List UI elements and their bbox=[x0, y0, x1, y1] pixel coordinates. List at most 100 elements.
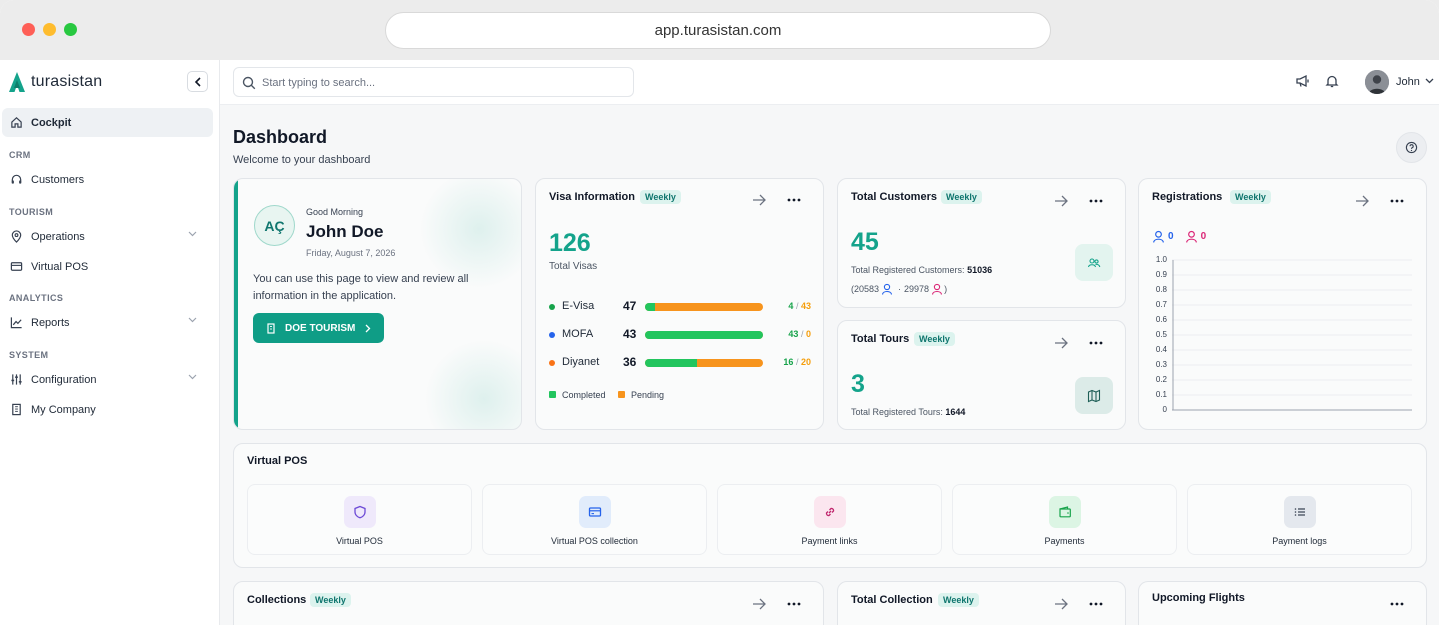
welcome-user-name: John Doe bbox=[306, 222, 384, 241]
sidebar-item-label: Reports bbox=[31, 316, 70, 329]
registered-tours: Total Registered Tours: 1644 bbox=[851, 407, 965, 417]
arrow-right-icon[interactable] bbox=[752, 598, 767, 610]
section-label-tourism: TOURISM bbox=[9, 207, 54, 217]
sidebar-item-reports[interactable]: Reports bbox=[2, 308, 213, 337]
card-icon bbox=[588, 507, 602, 517]
more-horizontal-icon[interactable] bbox=[1390, 602, 1404, 606]
arrow-right-icon[interactable] bbox=[752, 194, 767, 206]
main-content: Dashboard Welcome to your dashboard AÇ G… bbox=[220, 105, 1439, 625]
more-horizontal-icon[interactable] bbox=[1089, 341, 1103, 345]
more-horizontal-icon[interactable] bbox=[1390, 199, 1404, 203]
page-subtitle: Welcome to your dashboard bbox=[233, 154, 371, 166]
pending-count: 0 bbox=[805, 329, 811, 339]
sidebar-item-virtual-pos[interactable]: Virtual POS bbox=[2, 252, 213, 281]
building-icon bbox=[12, 403, 21, 416]
more-horizontal-icon[interactable] bbox=[1089, 199, 1103, 203]
megaphone-icon[interactable] bbox=[1295, 74, 1310, 88]
more-horizontal-icon[interactable] bbox=[787, 602, 801, 606]
total-customers-value: 45 bbox=[851, 228, 879, 256]
y-tick-label: 0.1 bbox=[1155, 390, 1167, 399]
arrow-right-icon[interactable] bbox=[1054, 195, 1069, 207]
turasistan-logo-icon bbox=[9, 72, 25, 92]
count-separator: / bbox=[795, 357, 799, 367]
sidebar-item-customers[interactable]: Customers bbox=[2, 165, 213, 194]
more-horizontal-icon[interactable] bbox=[787, 198, 801, 202]
visa-progress-bar bbox=[645, 331, 763, 339]
avatar[interactable] bbox=[1365, 70, 1389, 94]
tile-virtual-pos[interactable]: Virtual POS bbox=[247, 484, 472, 555]
chevron-right-icon bbox=[365, 324, 371, 332]
female-registrations-count: 0 bbox=[1200, 231, 1207, 242]
close-window-button[interactable] bbox=[22, 23, 35, 36]
male-customers-count: 20583 bbox=[854, 284, 880, 294]
more-horizontal-icon[interactable] bbox=[1089, 602, 1103, 606]
wallet-icon bbox=[1059, 506, 1071, 518]
pending-count: 43 bbox=[800, 301, 811, 311]
collapse-sidebar-button[interactable] bbox=[187, 71, 208, 92]
tile-icon-box bbox=[1049, 496, 1081, 528]
male-user-icon bbox=[881, 283, 893, 295]
visa-type-name: Diyanet bbox=[562, 356, 600, 368]
y-tick-label: 0.9 bbox=[1155, 270, 1167, 279]
map-icon bbox=[1087, 389, 1101, 402]
sidebar-item-my-company[interactable]: My Company bbox=[2, 395, 213, 424]
bell-icon[interactable] bbox=[1325, 74, 1339, 88]
completed-fill bbox=[645, 359, 698, 367]
chevron-down-icon bbox=[188, 317, 197, 323]
count-separator: / bbox=[800, 329, 804, 339]
help-button[interactable] bbox=[1396, 132, 1427, 163]
sidebar-item-operations[interactable]: Operations bbox=[2, 222, 213, 251]
company-button[interactable]: DOE TOURISM bbox=[253, 313, 384, 343]
y-tick-label: 0.2 bbox=[1155, 375, 1167, 384]
pending-count: 20 bbox=[800, 357, 811, 367]
registrations-card: Registrations Weekly 0 0 1.0 0.9 0.8 0.7 0.6… bbox=[1138, 178, 1427, 430]
female-user-icon bbox=[932, 283, 943, 295]
sidebar-item-label: Configuration bbox=[31, 373, 97, 386]
sidebar-item-label: Operations bbox=[31, 230, 85, 243]
completed-count: 16 bbox=[783, 357, 794, 367]
tile-icon-box bbox=[1284, 496, 1316, 528]
sidebar-item-configuration[interactable]: Configuration bbox=[2, 365, 213, 394]
y-tick-label: 0.4 bbox=[1155, 345, 1167, 354]
section-label-analytics: ANALYTICS bbox=[9, 293, 64, 303]
visa-row-mofa[interactable]: MOFA 43 43 / 0 bbox=[549, 327, 811, 342]
y-tick-label: 0.3 bbox=[1155, 360, 1167, 369]
minimize-window-button[interactable] bbox=[43, 23, 56, 36]
arrow-right-icon[interactable] bbox=[1054, 337, 1069, 349]
address-bar[interactable]: app.turasistan.com bbox=[385, 12, 1051, 49]
female-user-icon bbox=[1185, 230, 1197, 243]
tile-payment-logs[interactable]: Payment logs bbox=[1187, 484, 1412, 555]
sidebar-item-cockpit[interactable]: Cockpit bbox=[2, 108, 213, 137]
search-input[interactable] bbox=[262, 73, 622, 92]
y-tick-label: 1.0 bbox=[1155, 255, 1167, 264]
visa-row-diyanet[interactable]: Diyanet 36 16 / 20 bbox=[549, 355, 811, 370]
visa-type-total: 36 bbox=[623, 355, 637, 369]
gender-breakdown: (20583 · 29978 ) bbox=[851, 283, 947, 295]
brand-logo[interactable]: turasistan bbox=[8, 70, 102, 94]
card-title: Total Customers bbox=[851, 191, 937, 203]
decorative-glow bbox=[424, 339, 521, 429]
card-title: Collections bbox=[247, 594, 307, 606]
registrations-legend: 0 0 bbox=[1152, 230, 1206, 243]
browser-chrome: app.turasistan.com bbox=[0, 0, 1439, 60]
period-badge: Weekly bbox=[640, 190, 681, 204]
total-visas-label: Total Visas bbox=[549, 261, 598, 272]
chevron-left-icon bbox=[194, 76, 201, 87]
y-tick-label: 0.7 bbox=[1155, 300, 1167, 309]
legend-swatch-completed bbox=[549, 391, 556, 398]
tile-payments[interactable]: Payments bbox=[952, 484, 1177, 555]
tile-virtual-pos-collection[interactable]: Virtual POS collection bbox=[482, 484, 707, 555]
arrow-right-icon[interactable] bbox=[1355, 195, 1370, 207]
tile-label: Virtual POS collection bbox=[551, 536, 638, 546]
tile-payment-links[interactable]: Payment links bbox=[717, 484, 942, 555]
sidebar-item-label: Cockpit bbox=[31, 116, 72, 129]
chevron-down-icon[interactable] bbox=[1425, 78, 1434, 84]
search-box[interactable] bbox=[233, 67, 634, 97]
arrow-right-icon[interactable] bbox=[1054, 598, 1069, 610]
user-name[interactable]: John bbox=[1396, 76, 1420, 88]
visa-row-evisa[interactable]: E-Visa 47 4 / 43 bbox=[549, 299, 811, 314]
visa-type-name: E-Visa bbox=[562, 300, 595, 312]
upcoming-flights-card: Upcoming Flights bbox=[1138, 581, 1427, 625]
maximize-window-button[interactable] bbox=[64, 23, 77, 36]
card-title: Upcoming Flights bbox=[1152, 592, 1245, 604]
